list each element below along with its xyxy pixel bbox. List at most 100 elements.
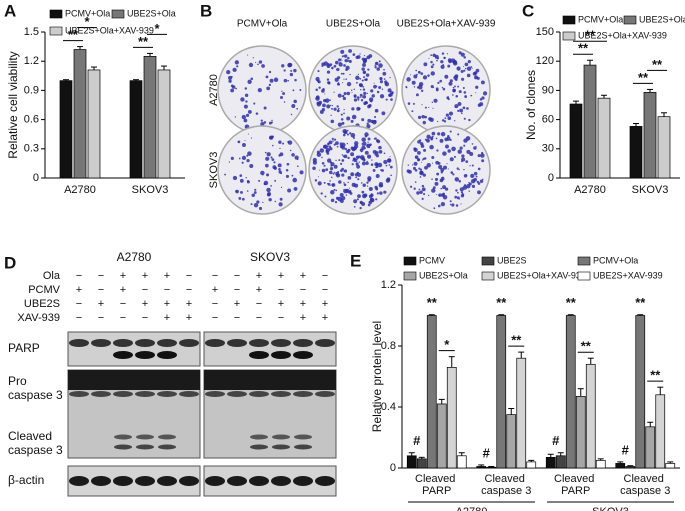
colony: [327, 142, 330, 145]
colony: [457, 109, 460, 112]
bar: [157, 69, 171, 179]
significance-mark: **: [638, 70, 649, 85]
colony: [387, 88, 392, 93]
colony: [450, 171, 454, 174]
condition-sign: +: [142, 270, 148, 282]
colony: [339, 192, 344, 198]
colony: [469, 165, 471, 167]
colony: [323, 144, 328, 150]
legend-label: UBE2S+Ola: [127, 8, 176, 18]
colony: [430, 85, 434, 89]
colony: [316, 150, 320, 154]
colony: [338, 159, 341, 162]
condition-sign: +: [300, 312, 306, 324]
band: [249, 339, 269, 347]
colony: [341, 154, 344, 156]
colony: [333, 164, 338, 169]
colony: [424, 115, 427, 119]
colony: [419, 176, 422, 178]
colony: [287, 79, 290, 82]
colony: [335, 159, 337, 162]
colony: [271, 158, 275, 162]
colony: [379, 191, 383, 195]
y-axis-title: No. of clones: [524, 70, 538, 140]
colony: [321, 168, 326, 173]
significance-mark: **: [652, 57, 663, 72]
condition-sign: +: [278, 298, 284, 310]
colony: [244, 87, 248, 90]
colony: [366, 160, 368, 162]
colony: [366, 122, 369, 125]
colony: [440, 171, 444, 174]
colony: [407, 102, 411, 105]
significance-mark: #: [552, 433, 560, 448]
bar: [655, 394, 666, 469]
bar: [87, 69, 101, 179]
colony: [323, 98, 327, 103]
error-bar: [601, 94, 607, 99]
blot-dark: [68, 370, 200, 390]
condition-label: Ola: [43, 270, 61, 282]
colony: [381, 111, 386, 116]
colony: [463, 168, 465, 171]
colony: [290, 69, 293, 72]
colony: [287, 62, 292, 68]
band: [271, 351, 291, 359]
colony: [314, 179, 318, 182]
colony: [296, 107, 299, 110]
x-tick-label: Cleaved PARP: [415, 473, 458, 497]
colony: [446, 163, 448, 165]
colony: [370, 198, 375, 203]
colony: [322, 103, 326, 108]
condition-sign: −: [98, 312, 104, 324]
y-tick-label: 1.2: [24, 55, 39, 67]
band: [271, 476, 291, 486]
colony: [350, 146, 354, 150]
colony: [347, 181, 349, 184]
y-tick-label: 0: [33, 172, 39, 184]
colony: [442, 87, 446, 91]
colony: [241, 161, 244, 164]
colony: [470, 178, 476, 184]
error-bar: [161, 65, 167, 70]
colony: [432, 53, 436, 58]
colony: [291, 104, 296, 109]
column-label: PCMV+Ola: [237, 19, 288, 30]
colony: [247, 79, 252, 84]
colony: [444, 187, 449, 191]
cell-line-label: SKOV3: [250, 250, 290, 264]
colony: [245, 113, 250, 117]
colony: [457, 149, 462, 154]
colony: [240, 190, 243, 194]
colony: [326, 183, 329, 185]
colony: [285, 169, 289, 172]
colony: [360, 182, 363, 184]
colony: [270, 121, 273, 124]
band: [271, 391, 291, 397]
colony: [447, 149, 451, 153]
group-label: A2780: [456, 506, 488, 511]
colony: [456, 167, 459, 170]
colony: [367, 144, 369, 147]
colony: [330, 176, 333, 179]
error-bar: [617, 461, 624, 464]
condition-sign: −: [256, 298, 262, 310]
colony: [255, 61, 257, 64]
colony: [361, 137, 366, 142]
colony: [438, 164, 443, 170]
colony: [452, 86, 455, 89]
colony: [323, 164, 326, 167]
band: [91, 476, 111, 486]
colony: [255, 112, 259, 115]
error-bar: [587, 357, 594, 365]
colony: [340, 72, 343, 75]
colony: [281, 90, 283, 92]
bar: [585, 363, 596, 469]
colony: [359, 53, 361, 55]
band: [135, 339, 155, 347]
condition-sign: +: [186, 312, 192, 324]
colony: [372, 169, 376, 172]
colony: [228, 79, 232, 83]
colony: [343, 169, 348, 173]
colony: [312, 166, 316, 171]
